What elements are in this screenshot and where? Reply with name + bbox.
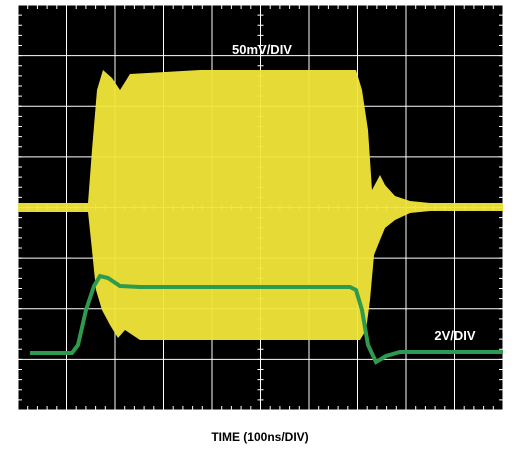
oscilloscope-capture: 50mV/DIV 2V/DIV TIME (100ns/DIV) <box>0 0 520 449</box>
lower-trace-label: 2V/DIV <box>434 328 476 343</box>
upper-trace-label: 50mV/DIV <box>232 42 292 57</box>
page: 50mV/DIV 2V/DIV TIME (100ns/DIV) (() => … <box>0 0 520 449</box>
time-caption: TIME (100ns/DIV) <box>211 430 308 444</box>
